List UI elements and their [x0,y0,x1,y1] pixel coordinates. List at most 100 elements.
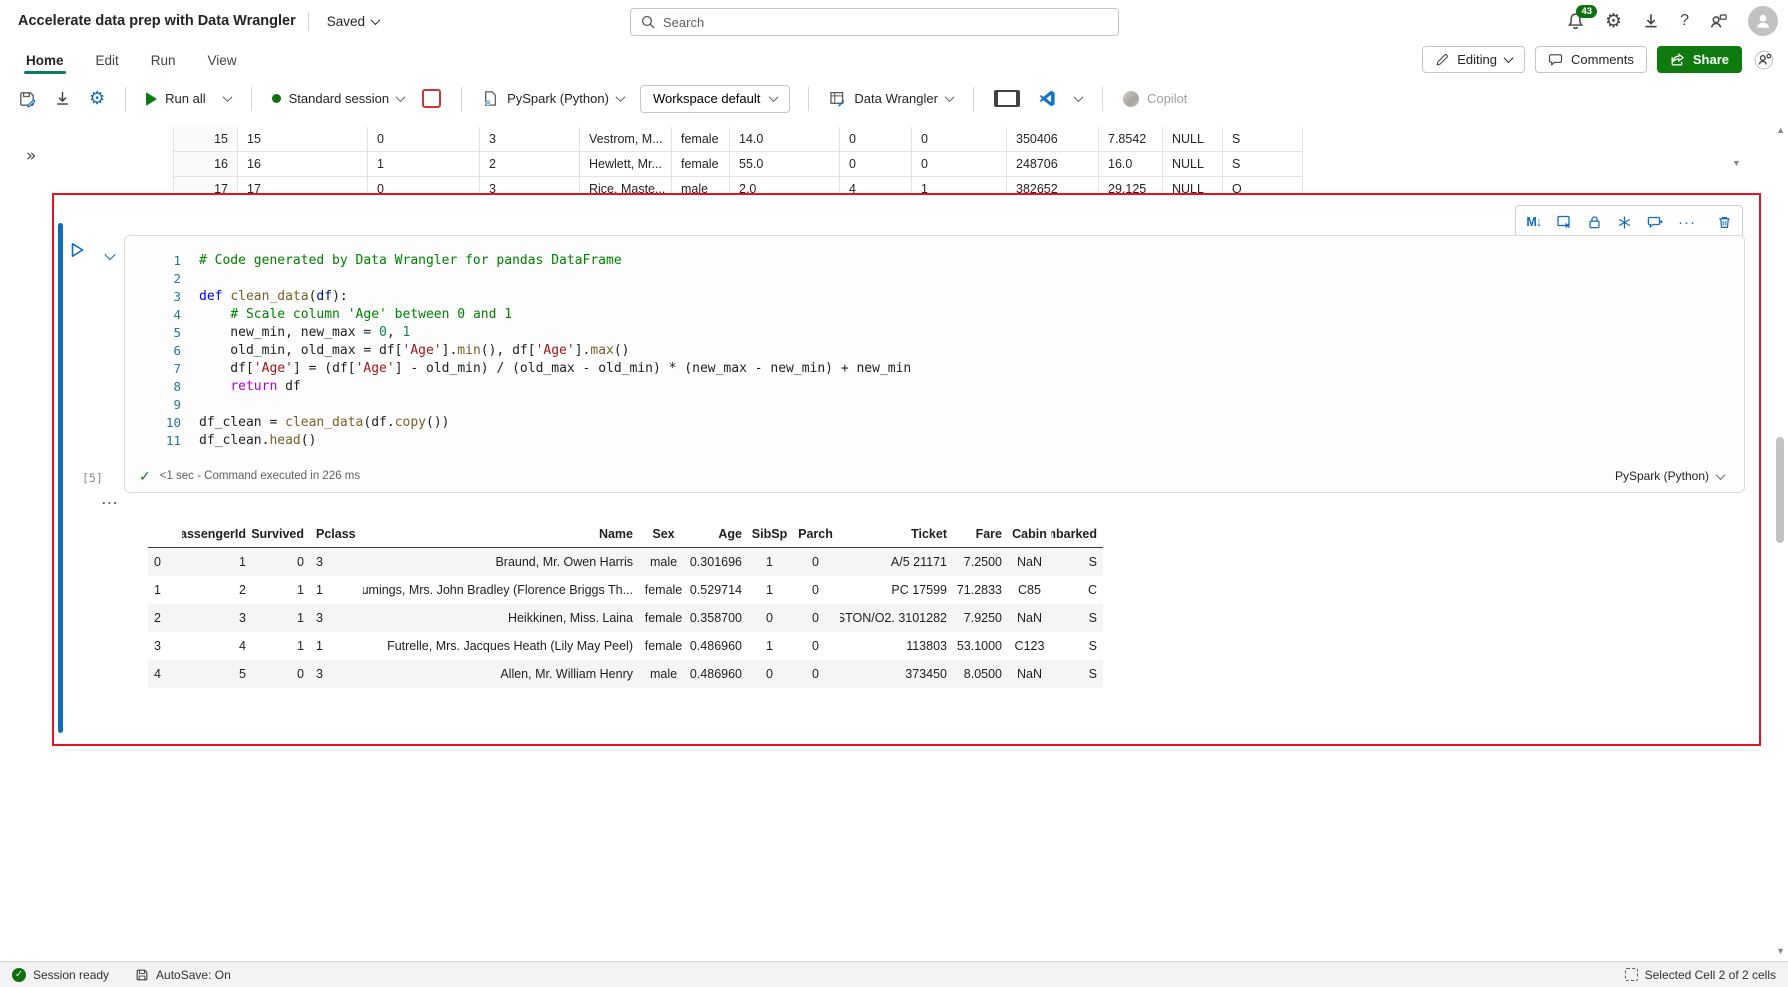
table-row[interactable]: 16 16 1 2 Hewlett, Mr... female 55.0 0 0 248706 16… [173,152,1303,177]
data-wrangler-icon [830,92,845,107]
table-cell: 3 [480,177,580,193]
output-cell: 1 [154,583,161,597]
execution-count: [5] [82,471,103,485]
cell-output-ellipsis[interactable]: ... [96,491,125,508]
session-ready-label: Session ready [33,967,110,982]
output-cell: 3 [316,555,323,569]
tab-run[interactable]: Run [150,52,176,68]
settings-gear-icon[interactable]: ⚙ [1605,9,1623,32]
output-cell: S [1088,639,1097,653]
ribbon: Home Edit Run View Editing Comments Shar… [0,42,1788,78]
table-cell: 0 [368,177,480,193]
session-dropdown[interactable]: Standard session [270,91,406,106]
table-cell: 2.0 [730,177,840,193]
person-icon [1756,14,1770,28]
collapse-cell-button[interactable] [100,247,120,264]
comments-button[interactable]: Comments [1535,46,1647,73]
table-cell: 1 [912,177,1007,193]
clear-output-icon[interactable] [1556,214,1572,230]
run-all-dropdown[interactable] [222,92,233,103]
scroll-down-icon[interactable]: ▼ [1776,946,1785,956]
line-number: 1 [173,253,181,268]
check-circle-icon: ✓ [12,967,26,982]
tab-edit[interactable]: Edit [95,52,119,68]
code-line: 10 df_clean = clean_data(df.copy()) [125,414,1744,432]
freeze-cell-icon[interactable] [1617,215,1632,230]
kernel-label: PySpark (Python) [1614,469,1709,483]
execution-status-text: <1 sec - Command executed in 226 ms [159,470,361,482]
lock-cell-icon[interactable] [1587,215,1602,230]
scroll-up-icon[interactable]: ▲ [1776,125,1785,135]
scrollbar-thumb[interactable] [1776,437,1784,543]
data-wrangler-dropdown[interactable]: Data Wrangler [827,90,955,107]
output-cell: C123 [1014,639,1045,653]
code-line: 9 [125,396,1744,414]
notification-badge: 43 [1576,4,1598,18]
top-bar: Accelerate data prep with Data Wrangler … [0,0,1788,42]
output-cell: 4 [239,639,246,653]
copilot-icon [1122,90,1139,107]
help-icon[interactable]: ? [1680,12,1689,29]
workspace-label: Workspace default [652,91,761,106]
feedback-icon[interactable] [1709,12,1728,31]
table-cell: S [1223,152,1303,177]
line-number: 8 [173,379,181,394]
focus-mode-button[interactable] [992,90,1022,107]
tab-home[interactable]: Home [24,47,66,74]
vscode-button[interactable] [1036,89,1059,108]
toolbar-divider [808,86,810,111]
stop-session-button[interactable] [420,89,443,108]
delete-cell-icon[interactable] [1717,215,1732,230]
vscode-dropdown[interactable] [1073,92,1084,103]
vscode-icon [1039,90,1055,107]
table-cell: Vestrom, M... [580,127,672,152]
title-area: Accelerate data prep with Data Wrangler … [18,0,385,42]
convert-to-markdown-icon[interactable]: M↓ [1526,215,1542,229]
output-cell: 0 [812,639,819,653]
share-button[interactable]: Share [1656,46,1742,73]
expand-sidebar-button[interactable]: » [20,145,42,167]
settings-gear-icon[interactable]: ⚙ [89,87,106,109]
download-icon[interactable] [52,90,73,107]
saved-status-dropdown[interactable]: Saved [321,13,385,30]
toolbar-divider [125,86,127,111]
notifications-bell-icon[interactable]: 43 [1566,4,1598,31]
output-cell: PassengerId [182,527,246,541]
table-cell: 382652 [1007,177,1099,193]
code-line: 11 df_clean.head() [125,432,1744,450]
editing-mode-dropdown[interactable]: Editing [1422,46,1525,73]
workspace-dropdown[interactable]: Workspace default [639,84,791,113]
more-commands-icon[interactable]: ··· [1678,213,1696,231]
save-icon[interactable] [16,90,38,108]
output-cell: 7.2500 [963,555,1002,569]
output-cell: male [649,667,678,681]
output-cell: 0 [812,555,819,569]
data-wrangler-label: Data Wrangler [854,91,938,106]
output-cell: 0 [297,555,304,569]
language-dropdown[interactable]: ⚙ PySpark (Python) [480,90,626,107]
table-row[interactable]: 15 15 0 3 Vestrom, M... female 14.0 0 0 350406 7.8… [173,127,1303,152]
run-cell-button[interactable] [68,241,86,259]
search-input[interactable]: Search [630,8,1119,36]
output-cell: 1 [766,555,773,569]
kernel-selector[interactable]: PySpark (Python) [1609,468,1730,484]
add-comment-icon[interactable] [1647,214,1663,230]
run-all-button[interactable]: Run all [144,91,207,106]
download-icon[interactable] [1642,12,1660,30]
table-row[interactable]: 17 17 0 3 Rice, Maste... male 2.0 4 1 382652 29.12… [173,177,1303,193]
account-avatar[interactable] [1748,6,1778,36]
code-editor[interactable]: 1 # Code generated by Data Wrangler for p… [124,235,1745,493]
title-divider [307,12,309,30]
tab-view[interactable]: View [207,52,237,68]
line-number: 3 [173,289,181,304]
output-cell: male [649,555,678,569]
editing-label: Editing [1457,52,1497,67]
output-cell: S [1088,667,1097,681]
copilot-button[interactable]: Copilot [1121,90,1189,107]
people-icon[interactable] [1752,49,1778,71]
output-cell: 1 [239,555,246,569]
output-cell: 0.486960 [689,639,742,653]
grid-scroll-down-icon[interactable]: ▼ [1726,157,1747,169]
selected-code-cell[interactable]: M↓ ··· 1 # Code generated [52,193,1761,746]
output-cell: female [644,611,683,625]
